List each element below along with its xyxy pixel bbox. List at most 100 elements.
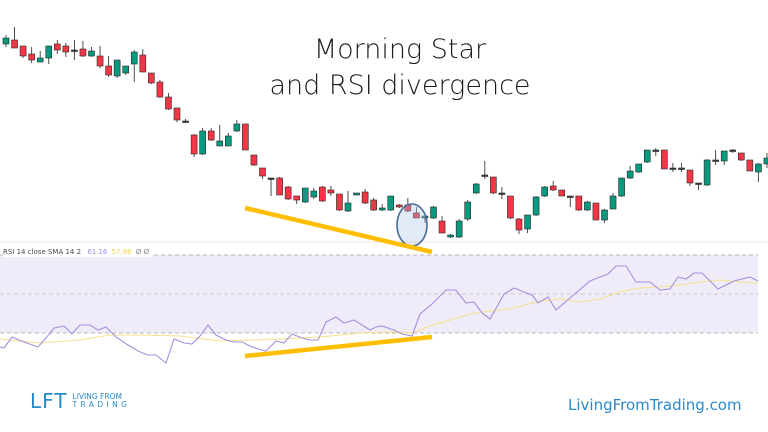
candlesticks <box>2 27 768 238</box>
bullish-candle <box>618 177 625 197</box>
rsi-legend-label: RSI 14 close SMA 14 2 <box>3 248 82 256</box>
bearish-candle <box>490 176 497 194</box>
title-line-2: and RSI divergence <box>269 70 531 101</box>
bullish-candle <box>225 135 232 147</box>
bearish-candle <box>28 53 35 61</box>
bearish-candle <box>746 159 754 172</box>
bullish-candle <box>378 207 386 211</box>
bullish-candle <box>626 170 634 179</box>
bullish-candle <box>584 201 591 211</box>
bullish-candle <box>122 65 129 74</box>
bullish-candle <box>464 201 472 220</box>
bearish-candle <box>190 134 198 155</box>
bearish-candle <box>507 195 514 219</box>
bullish-candle <box>703 159 711 186</box>
rsi-legend-extra: Ø Ø <box>135 248 150 256</box>
bearish-candle <box>173 107 181 121</box>
bullish-candle <box>36 57 44 63</box>
bearish-candle <box>370 199 377 211</box>
bearish-candle <box>267 177 275 180</box>
bearish-candle <box>53 43 61 51</box>
bearish-candle <box>481 174 489 177</box>
bearish-candle <box>259 167 266 177</box>
bullish-candle <box>455 220 463 238</box>
bearish-candle <box>729 149 737 152</box>
bullish-candle <box>601 209 608 221</box>
bearish-candle <box>19 45 27 57</box>
bearish-candle <box>336 193 343 211</box>
bearish-candle <box>62 45 70 53</box>
bullish-candle <box>541 186 548 197</box>
bearish-candle <box>293 195 301 201</box>
bearish-candle <box>575 195 583 211</box>
bullish-candle <box>344 202 352 212</box>
bearish-candle <box>695 182 702 185</box>
bullish-candle <box>532 196 540 216</box>
bullish-candle <box>430 206 437 219</box>
logo-line-1: LIVING FROM <box>72 392 122 401</box>
bearish-candle <box>96 55 104 67</box>
bearish-candle <box>165 96 172 110</box>
bullish-candle <box>720 150 728 162</box>
bearish-candle <box>678 167 685 170</box>
bearish-candle <box>79 48 87 57</box>
bearish-candle <box>592 202 600 221</box>
bullish-candle <box>447 234 454 238</box>
bullish-candle <box>643 149 651 163</box>
website-link[interactable]: LivingFromTrading.com <box>568 396 742 414</box>
bearish-candle <box>250 154 258 166</box>
bullish-candle <box>353 192 360 196</box>
price-pane <box>0 27 768 255</box>
bearish-candle <box>276 177 283 196</box>
bearish-candle <box>558 189 566 197</box>
bearish-candle <box>712 159 719 162</box>
bullish-candle <box>472 183 480 194</box>
rsi-line <box>0 265 759 364</box>
bullish-candle <box>387 195 395 211</box>
sma-value: 57.86 <box>111 248 132 256</box>
bearish-candle <box>105 65 112 76</box>
bearish-candle <box>661 149 668 170</box>
rsi-trendline <box>244 334 433 359</box>
bullish-candle <box>763 157 768 165</box>
title-line-1: Morning Star <box>313 34 487 65</box>
bearish-candle <box>319 186 326 202</box>
bullish-candle <box>130 51 138 65</box>
bullish-candle <box>755 163 762 173</box>
rsi-legend: RSI 14 close SMA 14 2 61.16 57.86 Ø Ø <box>3 248 153 257</box>
morning-star-highlight <box>396 203 428 247</box>
bearish-candle <box>549 185 557 191</box>
price-trendline <box>244 205 433 255</box>
bullish-candle <box>2 37 10 45</box>
bearish-candle <box>515 218 523 231</box>
chart-title: Morning Star and RSI divergence <box>240 32 560 104</box>
bearish-candle <box>242 123 249 151</box>
bearish-candle <box>11 39 18 49</box>
bullish-candle <box>45 45 53 59</box>
bearish-candle <box>737 152 745 161</box>
bearish-candle <box>413 212 420 219</box>
bearish-candle <box>669 167 677 170</box>
bullish-candle <box>88 50 95 57</box>
bullish-candle <box>609 195 617 210</box>
bearish-candle <box>566 195 574 198</box>
bearish-candle <box>148 72 155 84</box>
logo-mark: LFT <box>30 389 68 413</box>
rsi-value: 61.16 <box>87 248 108 256</box>
bullish-candle <box>635 163 643 173</box>
bearish-candle <box>327 189 335 194</box>
rsi-pane <box>0 254 759 364</box>
bullish-candle <box>199 130 206 155</box>
bearish-candle <box>139 54 147 73</box>
bullish-candle <box>524 214 531 230</box>
logo-line-2: TRADING <box>72 400 131 409</box>
bearish-candle <box>156 81 164 98</box>
bullish-candle <box>310 190 318 198</box>
bearish-candle <box>438 220 446 234</box>
bearish-candle <box>652 149 660 152</box>
bearish-candle <box>284 186 292 200</box>
bearish-candle <box>207 130 215 141</box>
bearish-candle <box>686 169 694 184</box>
logo-wordmark: LIVING FROM TRADING <box>73 393 131 409</box>
